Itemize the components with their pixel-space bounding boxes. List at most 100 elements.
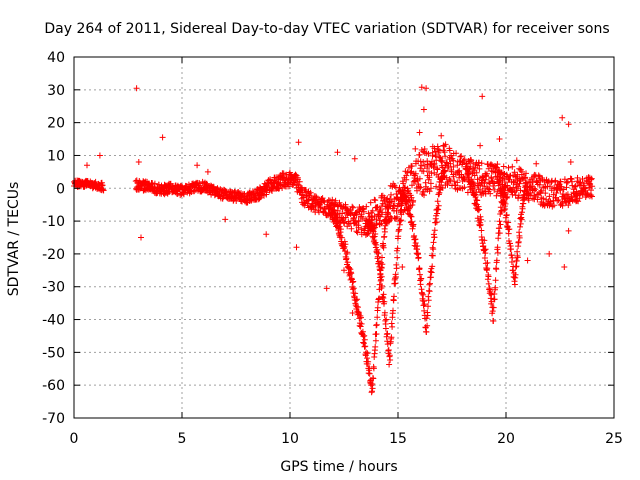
data-point [323, 285, 330, 292]
data-point [365, 358, 372, 365]
data-point [341, 238, 348, 245]
data-point [476, 206, 483, 213]
data-point [476, 165, 483, 172]
y-tick-label: -10 [42, 214, 65, 230]
y-tick-label: 20 [47, 116, 65, 132]
data-point [350, 285, 357, 292]
data-point [488, 291, 495, 298]
data-point [384, 204, 391, 211]
data-point [362, 343, 369, 350]
data-point [442, 141, 449, 148]
data-point [135, 159, 142, 165]
x-tick-label: 20 [497, 431, 515, 447]
data-point [561, 264, 568, 270]
data-point [532, 186, 539, 193]
data-point [372, 231, 379, 237]
data-point [363, 349, 370, 356]
data-point [468, 157, 475, 164]
data-point [96, 152, 103, 159]
data-point [317, 205, 324, 212]
data-point [421, 146, 428, 152]
data-point [536, 181, 543, 188]
data-point [155, 181, 162, 188]
data-point [433, 219, 440, 226]
data-point [533, 160, 540, 167]
data-point [491, 186, 498, 193]
data-point [427, 180, 434, 187]
data-point [470, 181, 477, 188]
data-point [520, 200, 527, 207]
data-point [355, 304, 361, 311]
data-point [502, 200, 509, 207]
data-point [360, 340, 367, 347]
data-point [427, 274, 434, 281]
data-point [430, 239, 437, 246]
data-point [366, 370, 373, 377]
data-point [513, 263, 520, 270]
data-point [354, 296, 361, 303]
data-point [357, 323, 364, 330]
data-point [484, 259, 491, 266]
data-point [421, 192, 427, 199]
data-point [571, 183, 578, 190]
data-point [503, 195, 510, 201]
data-point [364, 350, 371, 357]
data-point [349, 203, 356, 210]
data-point [361, 332, 368, 339]
data-point [418, 275, 425, 282]
data-point [471, 191, 478, 198]
data-point [447, 160, 454, 167]
data-point [410, 221, 417, 228]
data-point [494, 161, 501, 168]
data-point [426, 281, 433, 288]
data-point [555, 197, 562, 203]
data-point [478, 216, 485, 223]
data-point [484, 170, 490, 177]
data-point [138, 234, 144, 241]
data-point [542, 190, 549, 197]
data-point [441, 167, 448, 174]
data-point [369, 207, 376, 214]
data-point [408, 213, 415, 220]
data-point [513, 257, 520, 264]
data-point [420, 159, 427, 165]
x-tick-label: 25 [605, 431, 623, 447]
data-point [416, 265, 423, 272]
data-point [502, 183, 509, 190]
data-point [518, 171, 525, 178]
data-point [514, 254, 521, 261]
data-point [305, 197, 312, 204]
data-point [355, 217, 362, 224]
data-point [382, 325, 389, 332]
data-point [505, 164, 512, 171]
data-point [485, 185, 491, 192]
data-point [409, 182, 415, 189]
data-point [402, 193, 409, 200]
data-point [204, 168, 211, 175]
data-point [488, 161, 494, 168]
x-tick-label: 10 [281, 431, 299, 447]
data-point [84, 162, 90, 169]
data-point [494, 244, 501, 251]
data-point [433, 183, 440, 190]
data-point [475, 203, 482, 210]
data-point [319, 195, 326, 202]
data-point [436, 189, 443, 196]
data-point [398, 217, 405, 224]
data-point [100, 187, 107, 194]
data-point [374, 246, 381, 253]
data-point [508, 252, 515, 259]
data-point [426, 168, 432, 175]
data-point [493, 257, 500, 264]
data-point [414, 243, 421, 249]
data-point [491, 296, 498, 303]
data-point [498, 208, 505, 215]
data-point [368, 382, 375, 389]
data-point [379, 283, 385, 289]
data-point [588, 176, 595, 183]
data-point [492, 284, 499, 291]
data-point [534, 196, 541, 203]
data-point [442, 153, 449, 160]
data-point [564, 191, 571, 198]
